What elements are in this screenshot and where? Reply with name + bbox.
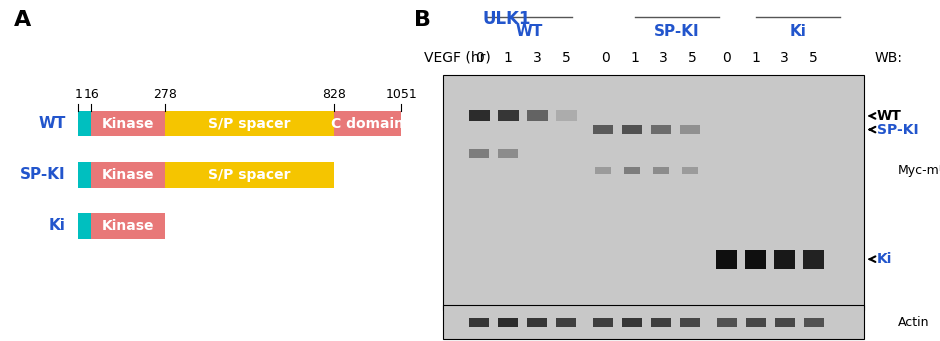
Bar xyxy=(595,167,611,174)
Bar xyxy=(717,318,737,327)
Text: Actin: Actin xyxy=(898,316,930,329)
Text: SP-KI: SP-KI xyxy=(654,24,699,39)
Bar xyxy=(527,318,547,327)
Bar xyxy=(443,75,864,310)
Text: 5: 5 xyxy=(688,51,697,65)
Bar xyxy=(745,318,766,327)
Text: 828: 828 xyxy=(321,88,346,101)
Bar xyxy=(165,111,334,136)
Text: WT: WT xyxy=(516,24,543,39)
Text: 0: 0 xyxy=(723,51,731,65)
Bar xyxy=(165,162,334,188)
Bar xyxy=(624,167,640,174)
Bar xyxy=(622,125,642,134)
Text: 5: 5 xyxy=(809,51,818,65)
Bar xyxy=(682,167,697,174)
Bar xyxy=(443,305,864,339)
Bar xyxy=(775,250,795,269)
Text: SP-KI: SP-KI xyxy=(877,122,918,137)
Bar xyxy=(622,318,642,327)
Bar xyxy=(78,111,91,136)
Bar xyxy=(775,318,794,327)
Bar xyxy=(91,111,165,136)
Text: S/P spacer: S/P spacer xyxy=(209,168,290,182)
Bar xyxy=(498,149,518,158)
Bar xyxy=(803,250,824,269)
Bar xyxy=(556,318,576,327)
Text: 3: 3 xyxy=(780,51,789,65)
Text: Kinase: Kinase xyxy=(102,219,154,233)
Text: Kinase: Kinase xyxy=(102,117,154,131)
Bar xyxy=(804,318,823,327)
Text: 1051: 1051 xyxy=(385,88,417,101)
Bar xyxy=(91,162,165,188)
Bar xyxy=(653,167,669,174)
Bar xyxy=(680,318,700,327)
Bar xyxy=(469,318,490,327)
Bar xyxy=(498,318,518,327)
Bar xyxy=(91,213,165,239)
Bar xyxy=(469,110,490,121)
Text: WB:: WB: xyxy=(874,51,902,65)
Text: ULK1: ULK1 xyxy=(482,10,530,28)
Text: Kinase: Kinase xyxy=(102,168,154,182)
Bar xyxy=(716,250,737,269)
Text: S/P spacer: S/P spacer xyxy=(209,117,290,131)
Bar xyxy=(651,125,671,134)
Text: 0: 0 xyxy=(602,51,610,65)
Bar xyxy=(556,110,577,121)
Text: 3: 3 xyxy=(533,51,541,65)
Bar xyxy=(593,318,613,327)
Bar xyxy=(498,110,519,121)
Text: B: B xyxy=(414,10,431,30)
Bar xyxy=(651,318,671,327)
Text: Myc-mULK1: Myc-mULK1 xyxy=(898,164,940,177)
Text: WT: WT xyxy=(877,109,901,123)
Bar xyxy=(680,125,700,134)
Text: 1: 1 xyxy=(751,51,760,65)
Text: SP-KI: SP-KI xyxy=(21,167,66,182)
Bar xyxy=(469,149,490,158)
Text: Ki: Ki xyxy=(877,252,892,266)
Text: 1: 1 xyxy=(504,51,513,65)
Bar xyxy=(78,213,91,239)
Text: 3: 3 xyxy=(659,51,668,65)
Bar xyxy=(78,162,91,188)
Text: C domain: C domain xyxy=(331,117,404,131)
Text: 0: 0 xyxy=(475,51,484,65)
Text: Ki: Ki xyxy=(49,219,66,233)
Bar xyxy=(593,125,613,134)
Text: 5: 5 xyxy=(562,51,571,65)
Text: 1: 1 xyxy=(630,51,639,65)
Bar xyxy=(745,250,766,269)
Text: WT: WT xyxy=(39,116,66,131)
Text: Ki: Ki xyxy=(790,24,807,39)
Text: 1: 1 xyxy=(74,88,82,101)
Text: VEGF (hr): VEGF (hr) xyxy=(424,51,491,65)
Text: A: A xyxy=(13,10,31,30)
Bar xyxy=(526,110,548,121)
Bar xyxy=(334,111,401,136)
Text: 278: 278 xyxy=(153,88,178,101)
Text: 16: 16 xyxy=(83,88,99,101)
